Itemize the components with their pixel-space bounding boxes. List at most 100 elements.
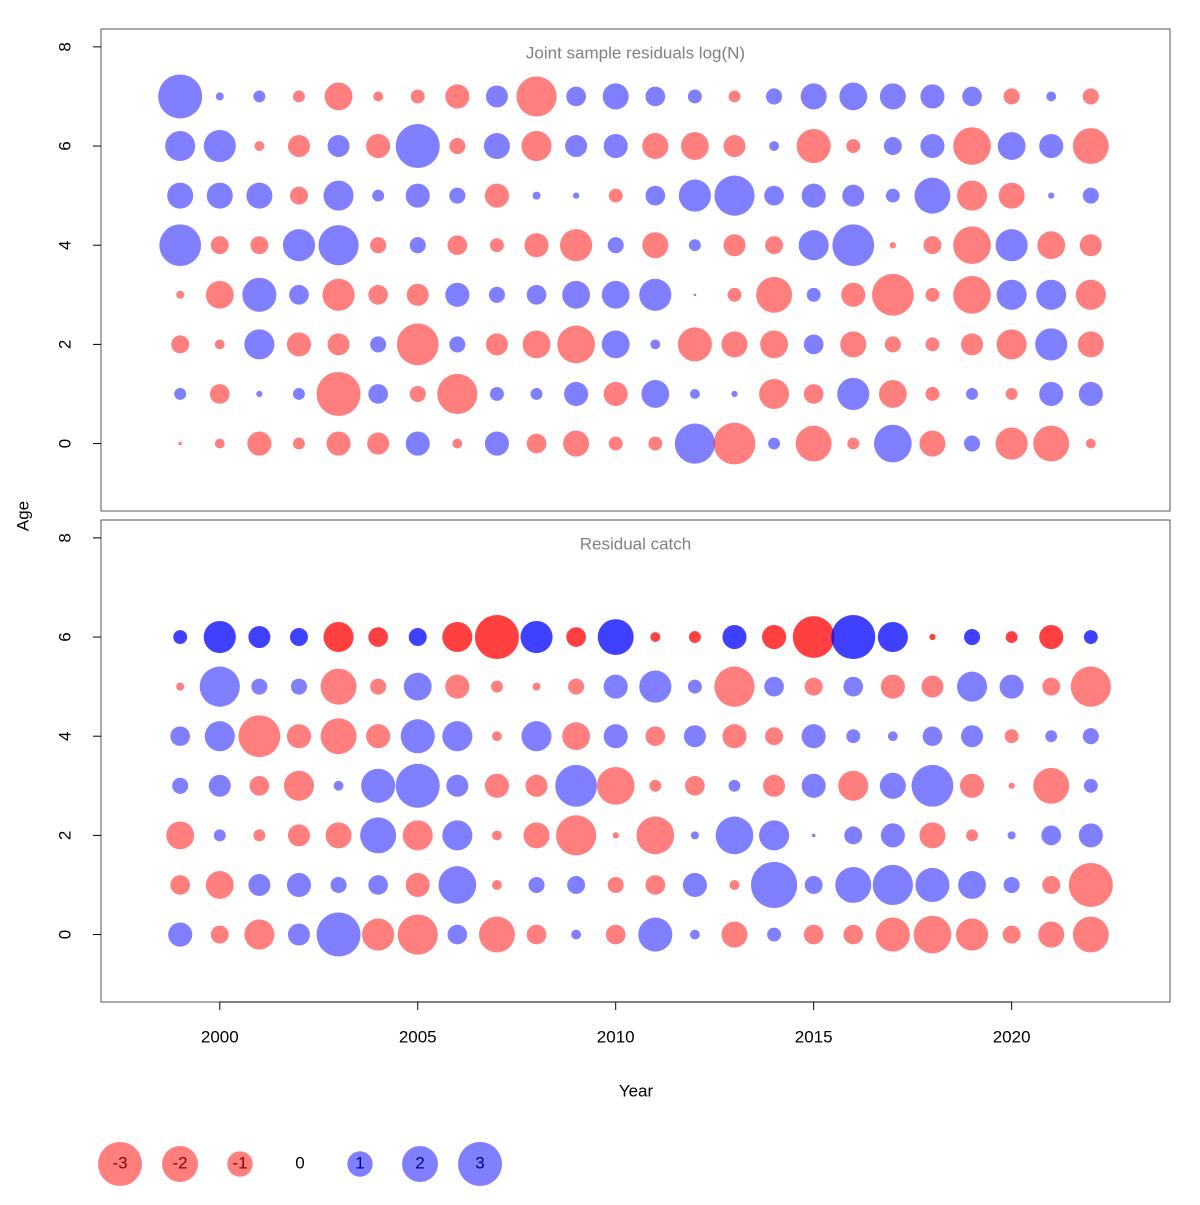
bubble <box>210 236 229 255</box>
bubble <box>921 675 944 698</box>
bubble <box>253 90 266 103</box>
bubble <box>998 182 1025 209</box>
bubble <box>373 91 384 102</box>
bubble <box>1072 128 1109 164</box>
bubble <box>572 192 580 199</box>
bubble <box>728 90 741 103</box>
bubble <box>171 335 190 354</box>
y-tick-label: 0 <box>55 439 74 448</box>
bubble <box>563 430 590 457</box>
panel-frame <box>100 28 1171 512</box>
bubble <box>397 914 438 955</box>
bubble <box>168 922 193 947</box>
bubble <box>447 924 468 945</box>
bubble <box>728 779 741 792</box>
bubble <box>368 284 388 305</box>
bubble <box>1008 782 1015 789</box>
bubble <box>639 670 672 703</box>
bubble <box>714 175 755 216</box>
bubble <box>366 724 391 749</box>
bubble <box>636 816 675 855</box>
bubble <box>760 330 788 359</box>
bubble <box>173 630 188 644</box>
bubble <box>452 438 463 449</box>
bubble <box>884 336 901 353</box>
bubble <box>1038 921 1065 948</box>
bubble <box>316 912 361 957</box>
bubble <box>880 674 905 699</box>
bubble <box>723 234 746 257</box>
bubble <box>289 628 308 647</box>
bubble <box>765 236 784 255</box>
bubble <box>170 875 191 895</box>
bubble <box>1041 825 1062 846</box>
bubble <box>530 388 543 400</box>
bubble <box>800 83 827 110</box>
bubble <box>282 229 316 262</box>
bubble <box>964 435 981 452</box>
bubble <box>1042 875 1061 894</box>
bubble <box>447 235 468 256</box>
bubble <box>484 773 509 798</box>
bubble <box>1039 133 1064 159</box>
bubble <box>688 239 701 252</box>
legend-label: -3 <box>112 1153 127 1172</box>
y-tick-label: 6 <box>55 141 74 150</box>
bubble <box>409 385 426 403</box>
bubble <box>445 674 470 699</box>
bubble <box>176 290 185 299</box>
bubble <box>474 615 519 660</box>
bubble <box>318 225 359 266</box>
bubble <box>722 724 747 749</box>
bubble <box>567 875 586 894</box>
bubble <box>405 431 430 456</box>
bubble <box>445 282 470 307</box>
bubble <box>289 284 309 305</box>
bubble <box>396 323 439 366</box>
bubble <box>290 678 307 695</box>
bubble <box>601 330 630 359</box>
bubble <box>405 183 430 208</box>
bubble <box>796 128 831 164</box>
bubble <box>283 770 314 801</box>
bubble <box>408 628 427 647</box>
bubble <box>875 917 910 952</box>
bubble <box>286 724 312 749</box>
bubble <box>756 276 793 313</box>
bubble <box>405 872 430 898</box>
bubble <box>490 680 503 693</box>
legend-bubble <box>347 1151 373 1177</box>
bubble <box>925 337 940 352</box>
bubble <box>564 381 589 407</box>
bubble <box>442 621 473 653</box>
y-tick-label: 8 <box>55 42 74 51</box>
x-axis-label: Year <box>619 1081 654 1100</box>
bubble <box>370 678 387 695</box>
bubble <box>521 721 552 752</box>
bubble <box>1036 279 1067 310</box>
bubble <box>803 924 824 945</box>
bubble <box>256 390 263 398</box>
bubble <box>690 831 699 840</box>
bubble <box>721 921 748 948</box>
bubble <box>995 427 1028 460</box>
bubble <box>289 186 308 205</box>
bubble <box>964 628 981 646</box>
bubble <box>759 820 790 851</box>
bubble <box>165 130 196 162</box>
bubble <box>607 876 624 894</box>
bubble <box>682 872 707 898</box>
bubble <box>253 829 266 842</box>
bubble <box>330 876 347 894</box>
bubble <box>325 822 352 849</box>
bubble <box>555 764 597 807</box>
bubble <box>650 339 661 350</box>
bubble <box>607 237 624 254</box>
legend-label: 2 <box>415 1153 424 1172</box>
bubble <box>688 631 701 643</box>
x-tick-label: 2000 <box>201 1027 239 1046</box>
bubble <box>1070 666 1111 707</box>
bubble <box>767 927 782 942</box>
bubble <box>871 273 914 316</box>
